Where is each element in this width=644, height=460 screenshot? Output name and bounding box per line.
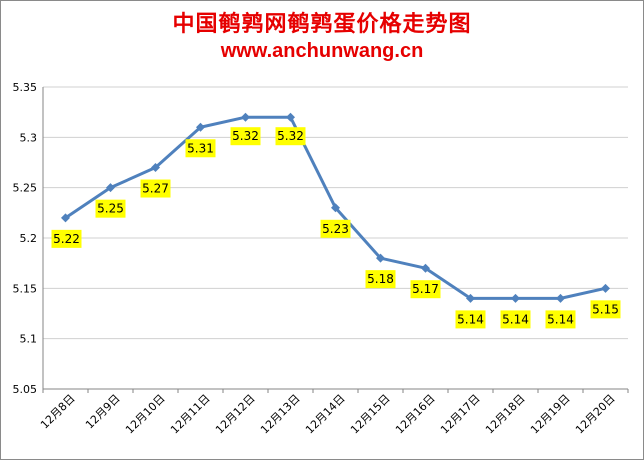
chart-subtitle: www.anchunwang.cn — [220, 40, 424, 62]
data-point — [376, 253, 385, 263]
x-tick-label: 12月17日 — [438, 392, 483, 437]
x-tick-label: 12月15日 — [348, 392, 393, 437]
x-tick-label: 12月16日 — [393, 392, 438, 437]
x-tick-label: 12月8日 — [38, 392, 78, 432]
data-label: 5.25 — [97, 202, 124, 216]
data-label: 5.17 — [412, 282, 439, 296]
y-tick-label: 5.35 — [13, 81, 38, 94]
data-label-bg — [320, 219, 351, 238]
x-tick-label: 12月14日 — [303, 392, 348, 437]
x-tick-label: 12月10日 — [123, 392, 168, 437]
data-label: 5.15 — [592, 302, 619, 316]
x-tick-label: 12月11日 — [168, 392, 213, 437]
data-point — [241, 112, 250, 122]
data-label: 5.32 — [232, 129, 259, 143]
data-label: 5.14 — [502, 312, 529, 326]
data-label: 5.14 — [457, 312, 484, 326]
data-label: 5.27 — [142, 182, 169, 196]
data-label-bg — [590, 300, 621, 319]
data-point — [196, 122, 205, 132]
chart-title: 中国鹌鹑网鹌鹑蛋价格走势图 — [172, 12, 472, 37]
data-point — [421, 263, 430, 273]
data-label-bg — [455, 310, 486, 329]
x-tick-label: 12月20日 — [573, 392, 618, 437]
y-tick-label: 5.3 — [20, 131, 38, 144]
data-label: 5.23 — [322, 222, 349, 236]
data-label-bg — [275, 127, 306, 146]
y-tick-label: 5.15 — [13, 282, 38, 295]
data-point — [106, 183, 115, 193]
data-label-bg — [140, 179, 171, 198]
data-point — [556, 293, 565, 303]
y-tick-label: 5.1 — [20, 333, 38, 346]
data-label: 5.31 — [187, 141, 214, 155]
data-label-bg — [51, 229, 82, 248]
data-point — [61, 213, 70, 223]
x-tick-label: 12月19日 — [528, 392, 573, 437]
data-label-bg — [545, 310, 576, 329]
x-tick-label: 12月13日 — [258, 392, 303, 437]
x-tick-label: 12月18日 — [483, 392, 528, 437]
data-point — [466, 293, 475, 303]
data-label-bg — [185, 139, 216, 158]
data-label: 5.18 — [367, 272, 394, 286]
data-label-bg — [95, 199, 126, 218]
data-label-bg — [410, 280, 441, 299]
y-tick-label: 5.25 — [13, 182, 38, 195]
y-tick-label: 5.2 — [20, 232, 38, 245]
data-label-bg — [230, 127, 261, 146]
data-label: 5.22 — [53, 232, 80, 246]
data-label-bg — [365, 270, 396, 289]
x-tick-label: 12月12日 — [213, 392, 258, 437]
data-point — [286, 112, 295, 122]
data-label-bg — [500, 310, 531, 329]
data-point — [331, 203, 340, 213]
data-label: 5.14 — [547, 312, 574, 326]
y-tick-label: 5.05 — [13, 383, 38, 396]
data-point — [511, 293, 520, 303]
data-label: 5.32 — [277, 129, 304, 143]
data-point — [601, 283, 610, 293]
data-point — [151, 163, 160, 173]
x-tick-label: 12月9日 — [83, 392, 123, 432]
